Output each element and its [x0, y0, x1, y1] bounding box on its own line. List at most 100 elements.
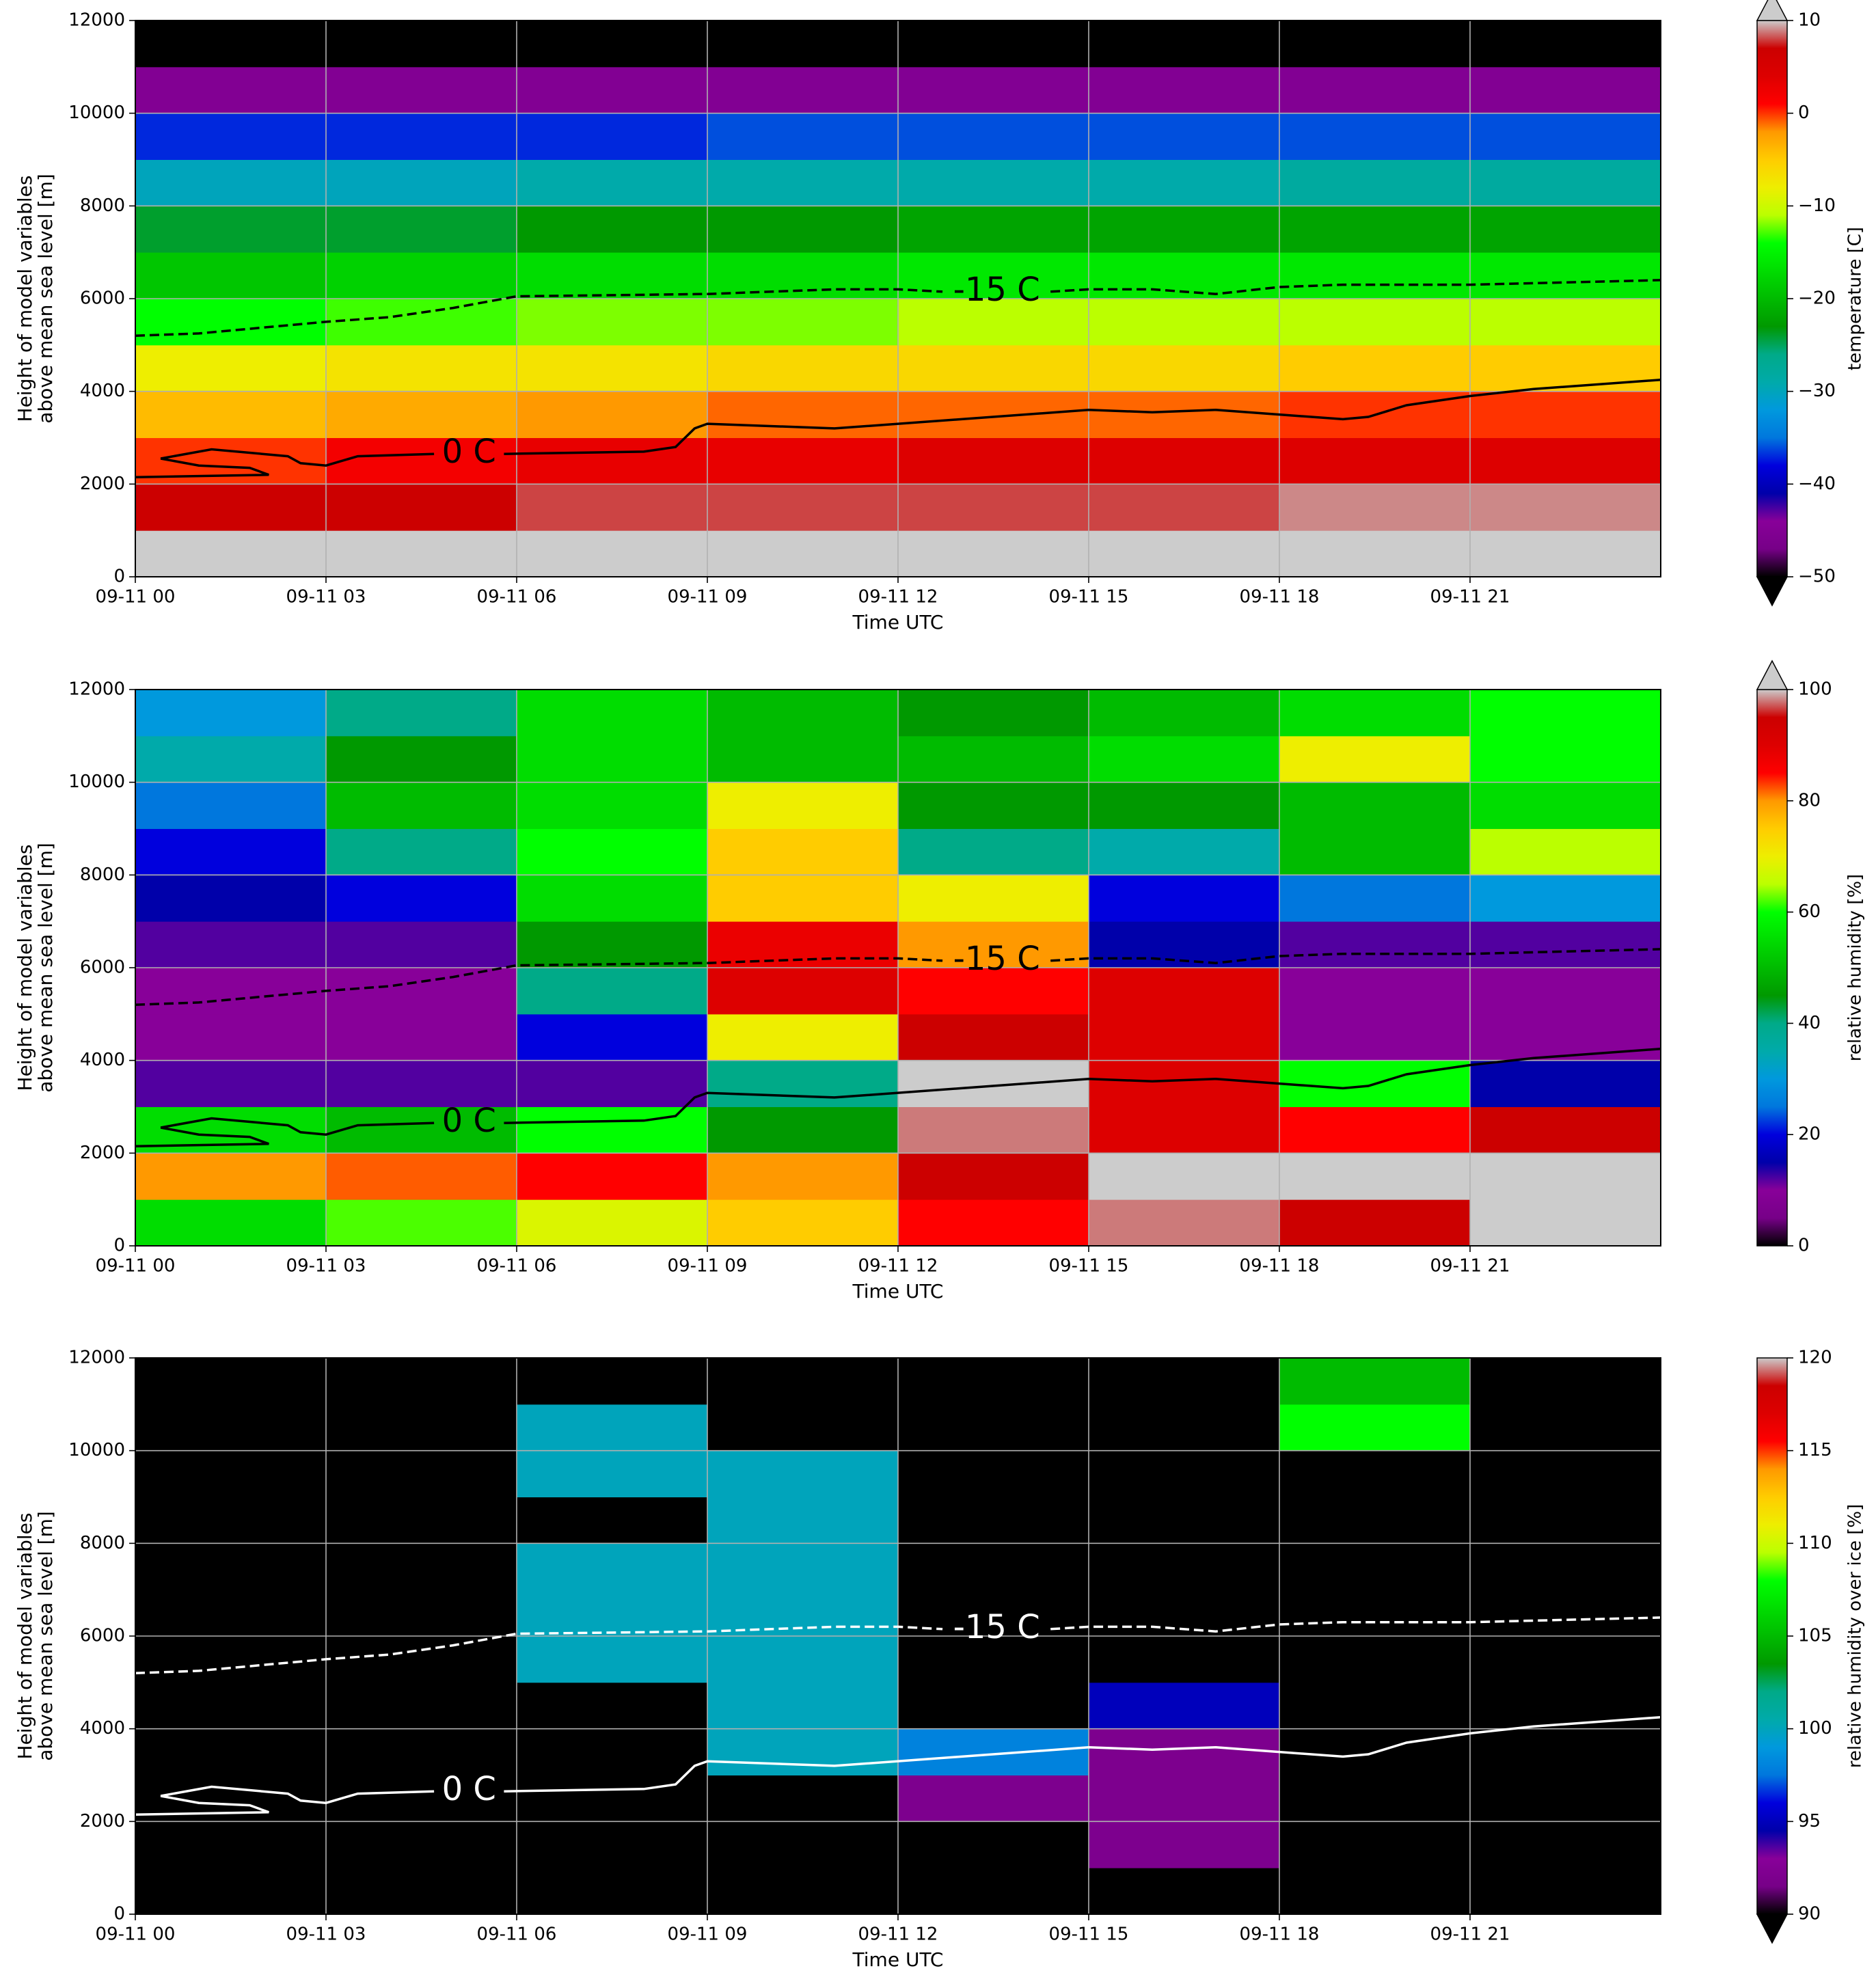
heatmap-cell: [326, 1106, 517, 1154]
heatmap-cell: [707, 299, 899, 346]
y-tick-label: 10000: [68, 1440, 125, 1460]
heatmap-cell: [326, 484, 517, 531]
contour-line: [135, 1047, 1661, 1147]
contour-line: [135, 948, 1661, 1007]
contour-line: [135, 1616, 1661, 1675]
heatmap-cell: [1279, 1013, 1471, 1061]
heatmap-cell: [326, 437, 517, 485]
heatmap-cell: [1089, 782, 1280, 829]
contour-line: [135, 279, 1661, 338]
x-tick-label: 09-11 12: [858, 1924, 938, 1945]
heatmap-cell: [135, 1868, 327, 1915]
heatmap-cell: [135, 1358, 327, 1405]
heatmap-cell: [707, 1775, 899, 1822]
y-axis-label: Height of model variables: [14, 176, 36, 422]
heatmap-cell: [326, 1682, 517, 1730]
colorbar-tick-label: −20: [1798, 288, 1836, 309]
heatmap-cell: [1470, 66, 1661, 114]
heatmap-cell: [1089, 735, 1280, 783]
heatmap-cell: [1470, 828, 1661, 875]
axes-frame: [135, 689, 1661, 1247]
heatmap-cell: [517, 1497, 708, 1544]
heatmap-cell: [898, 1060, 1089, 1107]
heatmap-cell: [1279, 1636, 1471, 1683]
heatmap-cell: [517, 1199, 708, 1247]
colorbar-tick-label: 10: [1798, 10, 1821, 31]
y-axis-label: Height of model variables: [14, 1513, 36, 1760]
heatmap-cell: [135, 159, 327, 206]
heatmap-cell: [898, 484, 1089, 531]
heatmap-cell: [898, 968, 1089, 1015]
y-tick-label: 0: [113, 1904, 125, 1924]
heatmap-cell: [517, 1060, 708, 1107]
heatmap-cell: [707, 875, 899, 922]
heatmap-cell: [1279, 875, 1471, 922]
heatmap-cell: [517, 530, 708, 577]
y-axis-label: above mean sea level [m]: [34, 174, 57, 424]
heatmap-cell: [1470, 1821, 1661, 1868]
heatmap-cell: [326, 875, 517, 922]
x-tick-label: 09-11 06: [477, 587, 557, 608]
heatmap-cell: [135, 1543, 327, 1590]
heatmap-cell: [707, 735, 899, 783]
heatmap-cell: [1470, 344, 1661, 392]
x-axis-label: Time UTC: [852, 1948, 944, 1971]
heatmap-cell: [1089, 1013, 1280, 1061]
heatmap-cell: [326, 1199, 517, 1247]
heatmap-cell: [898, 206, 1089, 253]
x-tick-label: 09-11 00: [96, 1924, 176, 1945]
heatmap-cell: [707, 252, 899, 299]
heatmap-cell: [898, 391, 1089, 438]
heatmap-cell: [1279, 1543, 1471, 1590]
heatmap-cell: [1279, 530, 1471, 577]
heatmap-cell: [1470, 1013, 1661, 1061]
heatmap-cell: [326, 299, 517, 346]
y-tick-label: 2000: [80, 1143, 125, 1163]
x-tick-label: 09-11 15: [1049, 1256, 1129, 1277]
heatmap-cell: [326, 159, 517, 206]
heatmap-cell: [135, 530, 327, 577]
x-tick-label: 09-11 09: [668, 587, 748, 608]
heatmap-cell: [707, 921, 899, 968]
heatmap-cell: [517, 159, 708, 206]
heatmap-cell: [1470, 299, 1661, 346]
heatmap-cell: [898, 1013, 1089, 1061]
heatmap-cell: [135, 1153, 327, 1200]
heatmap-cell: [135, 391, 327, 438]
heatmap-cell: [326, 66, 517, 114]
colorbar-tick-label: 20: [1798, 1124, 1821, 1145]
heatmap-cell: [1470, 159, 1661, 206]
heatmap-cell: [898, 735, 1089, 783]
x-tick-label: 09-11 21: [1430, 1256, 1510, 1277]
colorbar-tick-label: 110: [1798, 1533, 1832, 1553]
heatmap-cell: [135, 1636, 327, 1683]
heatmap-cell: [707, 828, 899, 875]
heatmap-cell: [1279, 782, 1471, 829]
heatmap-cell: [326, 206, 517, 253]
heatmap-cell: [135, 1728, 327, 1775]
y-tick-label: 10000: [68, 103, 125, 123]
heatmap-cell: [1089, 875, 1280, 922]
colorbar-tick-label: 80: [1798, 790, 1821, 811]
heatmap-cell: [326, 21, 517, 68]
panel: 09-11 00 09-11 03 09-11 06 09-11 09 09-11 12…: [14, 1348, 1866, 1972]
heatmap-cell: [1470, 1775, 1661, 1822]
heatmap-cell: [707, 1404, 899, 1452]
y-tick-label: 10000: [68, 772, 125, 792]
heatmap-cell: [326, 828, 517, 875]
heatmap-cell: [1089, 1636, 1280, 1683]
heatmap-cell: [135, 1821, 327, 1868]
heatmap-cell: [898, 1682, 1089, 1730]
heatmap-cell: [1279, 828, 1471, 875]
x-tick-label: 09-11 21: [1430, 1924, 1510, 1945]
heatmap-cell: [517, 921, 708, 968]
x-tick-label: 09-11 21: [1430, 587, 1510, 608]
heatmap-cell: [517, 782, 708, 829]
contour-label: -15 C: [953, 271, 1040, 309]
heatmap-cell: [517, 828, 708, 875]
heatmap-cell: [1089, 1106, 1280, 1154]
heatmap-cell: [135, 782, 327, 829]
heatmap-cell: [898, 299, 1089, 346]
heatmap-cell: [135, 968, 327, 1015]
y-tick-label: 2000: [80, 474, 125, 494]
